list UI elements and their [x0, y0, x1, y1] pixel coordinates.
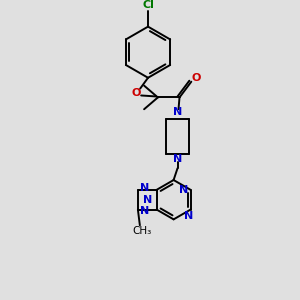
- Text: N: N: [184, 212, 193, 221]
- Text: N: N: [140, 183, 149, 193]
- Text: N: N: [143, 195, 152, 205]
- Text: O: O: [131, 88, 141, 98]
- Text: N: N: [140, 206, 149, 217]
- Text: N: N: [173, 107, 182, 117]
- Text: N: N: [179, 185, 188, 195]
- Text: Cl: Cl: [142, 0, 154, 10]
- Text: N: N: [173, 154, 182, 164]
- Text: CH₃: CH₃: [132, 226, 152, 236]
- Text: O: O: [191, 73, 201, 83]
